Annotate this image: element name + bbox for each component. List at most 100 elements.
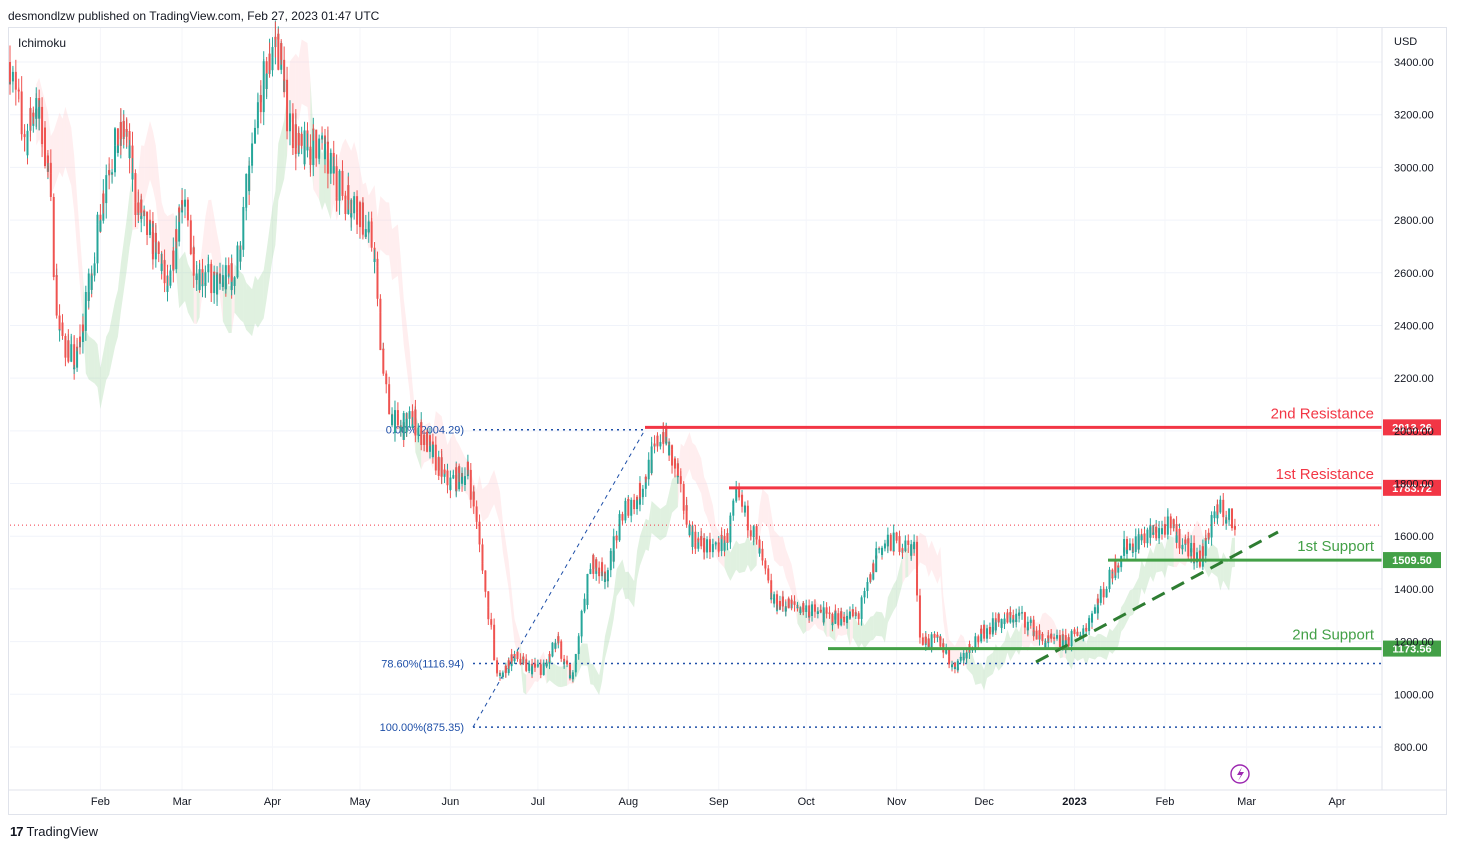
candle-body [770,598,773,600]
candle-body [402,413,405,440]
candle-body [630,506,633,516]
cloud-segment [966,646,973,675]
candle-body [393,410,396,433]
candle-body [618,514,621,519]
candle-body [43,127,46,167]
candle-body [866,582,869,585]
candle-body [994,622,997,631]
candle-body [9,80,11,82]
cloud-segment [704,477,708,518]
candle-body [1204,537,1207,556]
candle-body [962,652,965,661]
replay-icon[interactable] [1230,764,1250,784]
cloud-segment [1100,634,1107,661]
candle-body [1061,634,1064,648]
candle-body [510,654,513,662]
candle-body [612,536,615,559]
candle-body [271,47,274,58]
cloud-segment [295,53,299,121]
candle-body [799,609,802,613]
cloud-segment [429,422,433,470]
candle-body [256,102,259,111]
candle-body [746,528,749,531]
candle-body [787,598,790,609]
candle-body [38,106,41,119]
candle-body [522,656,525,660]
cloud-segment [651,500,658,538]
level-price-label: 1783.72 [1392,483,1432,495]
candle-body [536,664,539,666]
candle-body [344,199,347,215]
candle-body [948,656,951,665]
cloud-segment [759,488,763,539]
candle-body [318,138,321,158]
candle-body [930,634,933,647]
cloud-segment [1083,635,1087,666]
cloud-segment [161,202,165,265]
candle-body [1181,544,1184,549]
cloud-segment [826,612,830,638]
tradingview-footer[interactable]: 17 TradingView [10,824,98,839]
candle-body [143,210,146,212]
candle-body [513,654,516,656]
candle-body [1061,634,1064,636]
candle-body [119,122,122,140]
candle-body [711,544,714,546]
cloud-segment [852,613,859,649]
candle-body [312,128,315,166]
candle-body [539,665,542,675]
x-tick-label: Feb [1155,796,1174,808]
candle-body [405,418,408,433]
candle-body [230,263,233,281]
x-tick-label: Apr [1328,796,1345,808]
indicator-label[interactable]: Ichimoku [18,36,67,50]
candle-body [953,662,956,669]
cloud-segment [634,550,638,608]
cloud-segment [864,616,871,649]
cloud-segment [403,298,410,392]
cloud-segment [441,416,445,469]
candle-body [26,130,29,156]
candle-body [23,136,26,138]
cloud-segment [1129,589,1133,617]
cloud-segment [287,61,290,156]
candle-body [504,665,507,674]
candle-body [1233,526,1236,530]
cloud-segment [211,199,218,284]
candle-body [1204,537,1207,540]
cloud-segment [669,479,673,526]
candle-body [376,266,379,298]
candle-body [720,535,723,552]
cloud-segment [351,141,355,208]
cloud-segment [511,590,515,643]
candle-body [936,634,939,637]
candle-body [496,660,499,673]
cloud-segment [1124,590,1130,628]
cloud-segment [85,329,89,380]
cloud-segment [768,494,772,544]
candle-body [1231,518,1234,529]
cloud-segment [756,506,760,566]
candle-body [665,441,668,443]
candle-body [455,467,458,490]
candle-body [933,634,936,638]
cloud-segment [803,606,807,635]
candle-body [755,536,758,540]
cloud-segment [1144,547,1151,595]
candle-body [939,636,942,647]
cloud-segment [1150,547,1154,583]
candle-body [822,607,825,623]
cloud-segment [937,546,941,584]
candle-body [487,591,490,608]
cloud-segment [494,469,500,525]
x-tick-label: Dec [974,796,994,808]
candle-body [729,515,732,518]
cloud-segment [928,540,932,577]
cloud-segment [975,662,982,685]
cloud-segment [785,548,792,592]
cloud-segment [610,593,614,635]
cloud-segment [149,121,153,189]
cloud-segment [896,555,903,607]
cloud-segment [727,546,731,581]
